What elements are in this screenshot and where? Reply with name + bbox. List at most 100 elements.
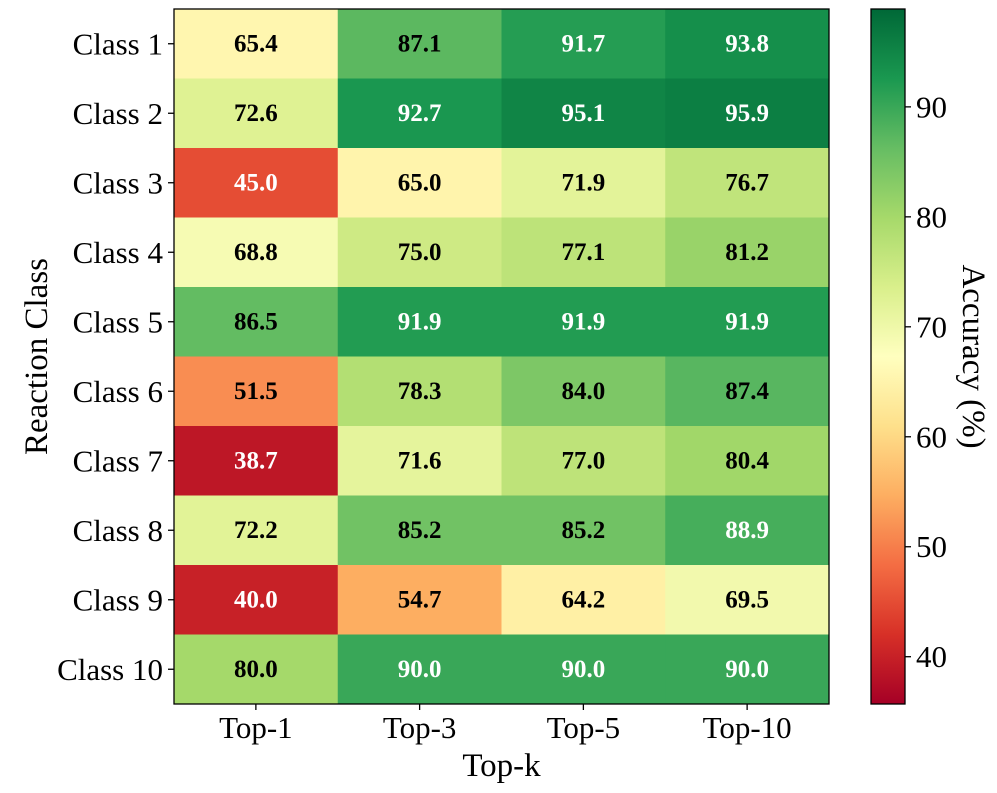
x-axis-title: Top-k: [462, 748, 541, 784]
cell-value-label: 95.9: [725, 100, 769, 127]
colorbar-tick-label: 90: [916, 89, 947, 124]
cell-value-label: 91.9: [562, 308, 606, 335]
heatmap-cell: [337, 495, 502, 566]
cell-value-label: 85.2: [398, 517, 442, 544]
colorbar-gradient: [871, 9, 905, 704]
y-tick-label: Class 2: [73, 96, 163, 131]
heatmap-cell: [665, 9, 830, 79]
colorbar: 40 50 60 70 80 90 Accuracy (%): [870, 8, 991, 705]
heatmap-cell: [665, 426, 830, 496]
heatmap-cell: [174, 148, 339, 218]
heatmap-cell: [501, 426, 666, 496]
cell-value-label: 85.2: [562, 517, 606, 544]
cell-value-label: 86.5: [234, 308, 278, 335]
heatmap-cell: [501, 78, 666, 149]
heatmap-cell: [665, 634, 830, 705]
cell-value-label: 68.8: [234, 239, 278, 266]
heatmap-cell: [665, 217, 830, 288]
heatmap-cell: [337, 426, 502, 496]
heatmap-cell: [501, 217, 666, 288]
heatmap-cell: [665, 565, 830, 635]
heatmap-cell: [174, 565, 339, 635]
heatmap-cell: [501, 565, 666, 635]
heatmap-cell: [665, 287, 830, 357]
cell-value-label: 90.0: [562, 656, 606, 683]
plot-frame: [173, 8, 830, 705]
cell-value-label: 45.0: [234, 169, 278, 196]
colorbar-tick-label: 40: [916, 639, 947, 674]
heatmap-cell: [337, 78, 502, 149]
cell-value-label: 92.7: [398, 100, 442, 127]
y-tick-label: Class 9: [73, 582, 163, 617]
heatmap-cell: [665, 495, 830, 566]
cell-value-label: 69.5: [725, 586, 769, 613]
y-tick-label: Class 4: [73, 235, 164, 270]
y-tick-label: Class 10: [57, 652, 163, 687]
heatmap-cell: [501, 9, 666, 79]
heatmap-cell: [501, 495, 666, 566]
x-tick-label: Top-10: [703, 710, 792, 745]
heatmap-cell: [337, 287, 502, 357]
cell-value-label: 87.4: [725, 378, 769, 405]
cell-value-label: 87.1: [398, 30, 442, 57]
heatmap-cell: [337, 148, 502, 218]
cell-value-label: 81.2: [725, 239, 769, 266]
heatmap-cell: [174, 78, 339, 149]
cell-value-label: 38.7: [234, 447, 278, 474]
cell-value-label: 84.0: [562, 378, 606, 405]
cell-value-label: 77.1: [562, 239, 606, 266]
heatmap-cell: [337, 217, 502, 288]
heatmap-cell: [337, 565, 502, 635]
heatmap-cell: [501, 634, 666, 705]
heatmap-cell: [501, 356, 666, 427]
y-tick-label: Class 7: [73, 443, 163, 478]
cell-value-label: 91.7: [562, 30, 606, 57]
heatmap-cell: [665, 78, 830, 149]
heatmap-cell: [174, 287, 339, 357]
heatmap-cell: [174, 9, 339, 79]
cell-value-label: 65.4: [234, 30, 278, 57]
colorbar-ticks: 40 50 60 70 80 90: [905, 89, 947, 674]
heatmap-cell: [337, 356, 502, 427]
cell-value-label: 64.2: [562, 586, 606, 613]
heatmap-cell: [337, 634, 502, 705]
cell-value-label: 95.1: [562, 100, 606, 127]
cell-value-label: 72.2: [234, 517, 278, 544]
heatmap-cell: [665, 148, 830, 218]
heatmap-cell: [174, 356, 339, 427]
y-tick-label: Class 8: [73, 513, 163, 548]
y-tick-label: Class 1: [73, 26, 163, 61]
cell-value-label: 78.3: [398, 378, 442, 405]
colorbar-tick-label: 60: [916, 419, 947, 454]
cell-value-label: 88.9: [725, 517, 769, 544]
colorbar-frame: [870, 8, 906, 705]
x-tick-label: Top-1: [219, 710, 293, 745]
y-tick-label: Class 5: [73, 304, 163, 339]
cell-value-label: 71.9: [562, 169, 606, 196]
cell-value-label: 77.0: [562, 447, 606, 474]
colorbar-tick-label: 80: [916, 199, 947, 234]
x-axis-ticks: Top-1 Top-3 Top-5 Top-10: [219, 704, 792, 745]
heatmap-cells: [174, 9, 830, 705]
colorbar-tick-label: 50: [916, 529, 947, 564]
heatmap-cell: [501, 287, 666, 357]
cell-value-label: 72.6: [234, 100, 278, 127]
colorbar-tick-label: 70: [916, 309, 947, 344]
cell-value-label: 90.0: [725, 656, 769, 683]
cell-value-label: 51.5: [234, 378, 278, 405]
y-tick-label: Class 3: [73, 165, 163, 200]
cell-value-label: 91.9: [398, 308, 442, 335]
cell-value-label: 65.0: [398, 169, 442, 196]
heatmap-cell: [337, 9, 502, 79]
colorbar-label: Accuracy (%): [955, 264, 991, 448]
heatmap-cell: [665, 356, 830, 427]
x-tick-label: Top-5: [547, 710, 621, 745]
cell-value-label: 80.4: [725, 447, 769, 474]
heatmap-cell: [174, 634, 339, 705]
cell-value-label: 71.6: [398, 447, 442, 474]
heatmap-cell: [174, 495, 339, 566]
cell-value-label: 90.0: [398, 656, 442, 683]
heatmap-cell: [501, 148, 666, 218]
x-tick-label: Top-3: [383, 710, 457, 745]
